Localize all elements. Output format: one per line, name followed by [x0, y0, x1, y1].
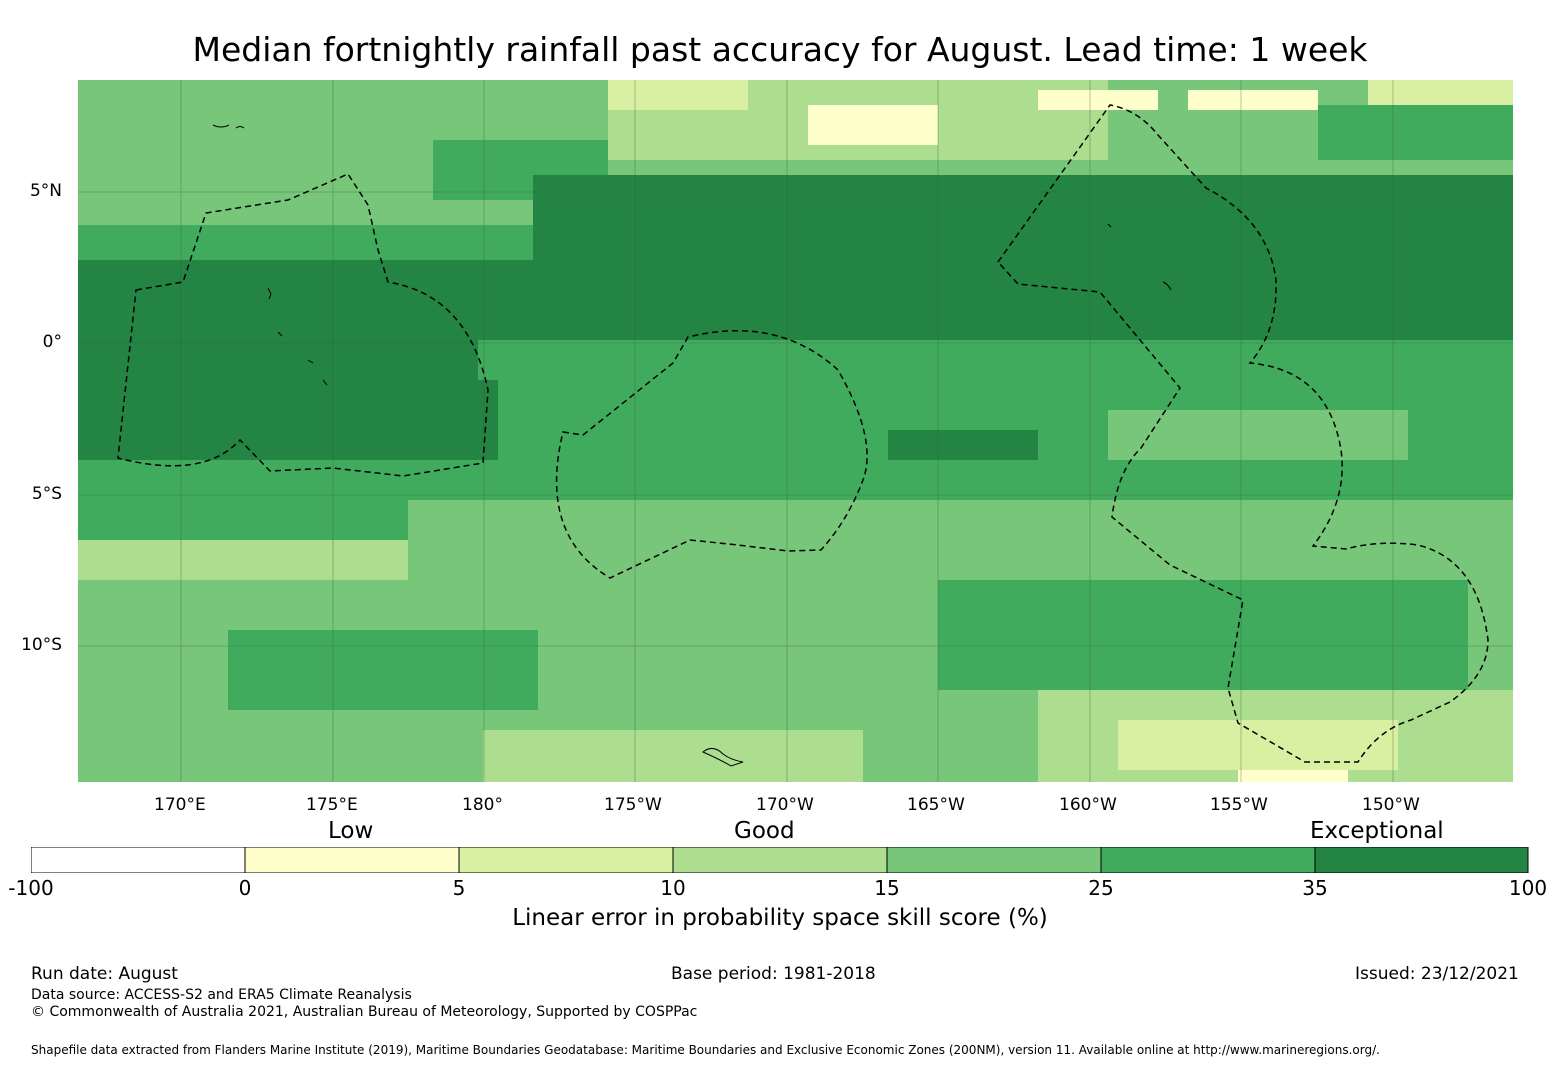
colorbar-swatch — [458, 846, 674, 874]
colorbar-swatch — [672, 846, 888, 874]
eez-boundaries — [117, 104, 1489, 763]
y-tick-10s: 10°S — [21, 635, 62, 655]
colorbar-tick: 10 — [660, 876, 686, 900]
colorbar — [30, 846, 1529, 874]
run-date: Run date: August — [31, 964, 178, 984]
shapefile-credit: Shapefile data extracted from Flanders M… — [31, 1043, 1380, 1057]
x-tick-155w: 155°W — [1210, 795, 1268, 815]
x-tick-160w: 160°W — [1059, 795, 1117, 815]
skill-bands — [78, 80, 1513, 782]
x-tick-170w: 170°W — [756, 795, 814, 815]
x-tick-175e: 175°E — [306, 795, 358, 815]
map-title: Median fortnightly rainfall past accurac… — [192, 30, 1368, 69]
x-tick-150w: 150°W — [1362, 795, 1420, 815]
colorbar-swatch — [244, 846, 460, 874]
colorbar-category-exceptional: Exceptional — [1310, 818, 1444, 844]
colorbar-category-low: Low — [328, 818, 374, 844]
colorbar-tick: -100 — [8, 876, 54, 900]
colorbar-category-good: Good — [734, 818, 795, 844]
colorbar-tick: 25 — [1088, 876, 1114, 900]
y-tick-0: 0° — [42, 332, 62, 352]
x-tick-175w: 175°W — [604, 795, 662, 815]
colorbar-label: Linear error in probability space skill … — [512, 905, 1048, 931]
data-source: Data source: ACCESS-S2 and ERA5 Climate … — [31, 987, 412, 1003]
x-tick-170e: 170°E — [154, 795, 206, 815]
y-tick-5n: 5°N — [29, 181, 62, 201]
colorbar-tick: 5 — [452, 876, 466, 900]
copyright: © Commonwealth of Australia 2021, Austra… — [31, 1004, 698, 1020]
colorbar-tick: 35 — [1302, 876, 1328, 900]
colorbar-swatch — [886, 846, 1102, 874]
x-tick-180: 180° — [462, 795, 503, 815]
colorbar-swatch — [1100, 846, 1316, 874]
map-canvas — [78, 80, 1513, 782]
x-tick-165w: 165°W — [907, 795, 965, 815]
colorbar-tick: 100 — [1508, 876, 1548, 900]
y-tick-5s: 5°S — [31, 484, 62, 504]
base-period: Base period: 1981-2018 — [671, 964, 876, 984]
skill-score-map — [78, 80, 1513, 782]
colorbar-swatches — [30, 846, 1529, 874]
issued-date: Issued: 23/12/2021 — [1355, 964, 1519, 984]
islands — [212, 124, 1172, 767]
colorbar-tick: 0 — [238, 876, 252, 900]
colorbar-tick: 15 — [874, 876, 900, 900]
colorbar-swatch — [30, 846, 246, 874]
colorbar-swatch — [1314, 846, 1529, 874]
